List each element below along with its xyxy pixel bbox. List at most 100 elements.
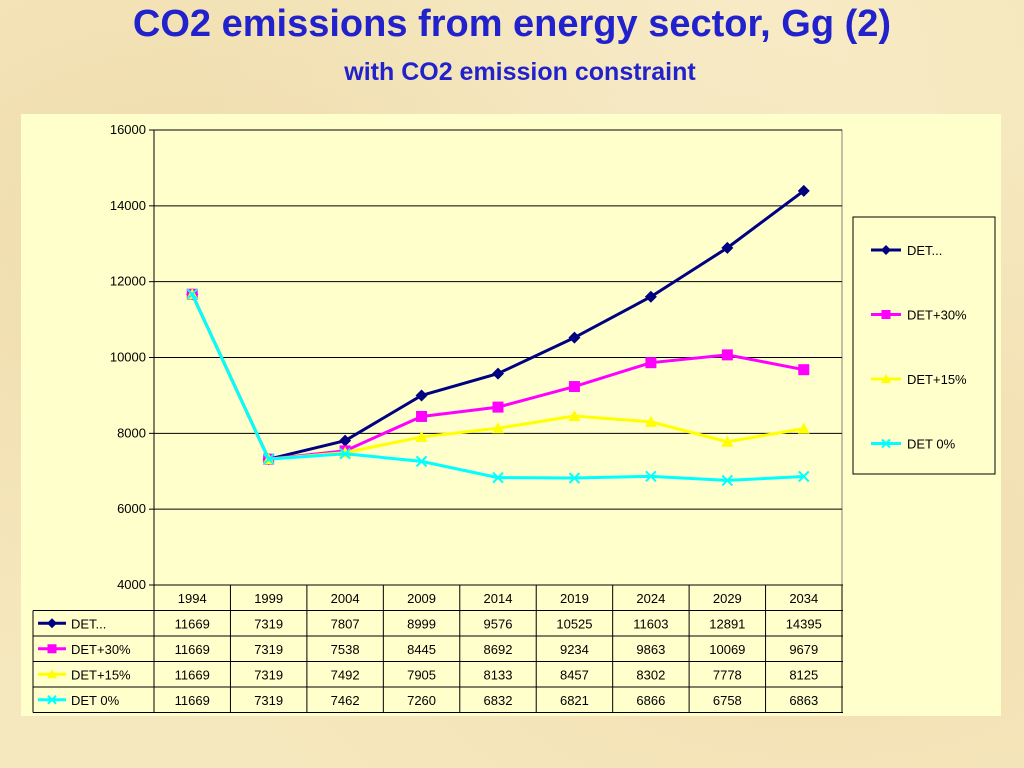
table-cell: 6758: [713, 693, 742, 708]
data-point: [797, 184, 810, 197]
x-tick-label: 1994: [178, 591, 207, 606]
x-tick-label: 2034: [789, 591, 818, 606]
table-cell: 8692: [484, 642, 513, 657]
data-point: [492, 401, 504, 413]
table-row: DET... 11669 7319 7807 8999 9576 10525 11603 128…: [38, 616, 822, 631]
legend-entry: DET+30%: [871, 308, 967, 323]
data-point: [644, 290, 657, 303]
legend-key-marker: [881, 438, 891, 449]
table-cell: 8133: [484, 667, 513, 682]
y-tick-label: 4000: [117, 577, 146, 592]
legend-key-marker: [881, 310, 891, 319]
table-row-label: DET...: [71, 616, 106, 631]
data-point: [645, 357, 657, 369]
data-point: [568, 381, 580, 393]
table-cell: 11603: [633, 616, 668, 631]
legend-label: DET 0%: [907, 437, 956, 452]
slide-subtitle: with CO2 emission constraint: [344, 58, 696, 86]
data-point: [262, 453, 275, 465]
table-cell: 12891: [709, 616, 745, 631]
data-point: [186, 288, 198, 300]
data-point: [415, 455, 428, 468]
legend-box: [852, 216, 996, 475]
data-point: [339, 448, 351, 460]
data-point: [721, 474, 734, 487]
data-point: [797, 422, 810, 434]
table-cell: 7462: [331, 693, 360, 708]
data-table: 1994 1999 2004 2009 2014 2019 2024 2029 2034 DET.…: [32, 584, 843, 713]
table-cell: 7319: [254, 642, 283, 657]
table-cell: 8457: [560, 667, 589, 682]
y-tick-label: 10000: [110, 350, 146, 365]
x-tick-label: 2004: [331, 591, 360, 606]
table-cell: 11669: [175, 616, 210, 631]
x-tick-label: 2019: [560, 591, 589, 606]
table-cell: 7319: [254, 693, 283, 708]
data-point: [568, 472, 581, 484]
data-point: [568, 410, 581, 422]
data-point: [721, 349, 733, 361]
x-tick-label: 2014: [484, 591, 513, 606]
table-cell: 8445: [407, 642, 436, 657]
table-cell: 10069: [709, 642, 745, 657]
table-cell: 7492: [331, 667, 360, 682]
legend-key-marker: [881, 374, 891, 383]
data-point: [644, 415, 657, 427]
table-cell: 6832: [484, 693, 513, 708]
table-cell: 7319: [254, 667, 283, 682]
table-cell: 11669: [175, 693, 210, 708]
table-cell: 8125: [789, 667, 818, 682]
x-tick-label: 2029: [713, 591, 742, 606]
line-chart: 4000 6000 8000 10000 12000 14000 16000 1994 1999…: [32, 122, 996, 713]
data-point: [798, 364, 810, 376]
series-3: [186, 288, 810, 487]
table-cell: 14395: [786, 616, 822, 631]
table-cell: 6866: [636, 693, 665, 708]
y-tick-label: 16000: [110, 122, 146, 137]
chart-area: 4000 6000 8000 10000 12000 14000 16000 1994 1999…: [21, 114, 1001, 716]
table-cell: 7778: [713, 667, 742, 682]
table-cell: 9863: [636, 642, 665, 657]
y-tick-label: 12000: [110, 274, 146, 289]
x-tick-label: 2024: [636, 591, 665, 606]
y-tick-label: 6000: [117, 501, 146, 516]
table-cell: 8302: [636, 667, 665, 682]
data-point: [798, 470, 810, 483]
slide-title: CO2 emissions from energy sector, Gg (2): [132, 3, 892, 45]
table-cell: 7319: [254, 616, 283, 631]
table-cell: 6863: [789, 693, 818, 708]
table-cell: 7905: [407, 667, 436, 682]
table-row-label: DET+15%: [71, 667, 131, 682]
table-row-label: DET+30%: [71, 642, 131, 657]
table-row: DET 0% 11669 7319 7462 7260 6832 6821 6866 6758 6…: [38, 693, 818, 708]
legend-key-marker: [47, 618, 57, 629]
table-cell: 8999: [407, 616, 436, 631]
legend-key-marker: [47, 695, 57, 705]
legend-entry: DET 0%: [871, 437, 956, 452]
legend-entry: DET+15%: [871, 372, 967, 387]
table-cell: 9576: [484, 616, 513, 631]
x-tick-label: 1999: [254, 591, 283, 606]
table-row-label: DET 0%: [71, 693, 120, 708]
data-point: [415, 430, 428, 442]
legend-key-marker: [47, 644, 57, 654]
data-point: [721, 241, 734, 254]
table-row: DET+30% 11669 7319 7538 8445 8692 9234 9863 1006…: [38, 642, 818, 657]
table-cell: 6821: [560, 693, 589, 708]
legend-entry: DET...: [871, 243, 942, 258]
table-cell: 7260: [407, 693, 436, 708]
y-tick-label: 8000: [117, 425, 146, 440]
legend-label: DET+15%: [907, 372, 967, 387]
data-point: [416, 410, 428, 422]
table-cell: 9234: [560, 642, 589, 657]
table-cell: 11669: [175, 642, 210, 657]
data-point: [415, 389, 428, 402]
table-cell: 7807: [331, 616, 360, 631]
table-cell: 10525: [556, 616, 592, 631]
data-point: [492, 422, 504, 434]
data-point: [645, 470, 657, 483]
table-row: DET+15% 11669 7319 7492 7905 8133 8457 8302 7778…: [38, 667, 818, 682]
data-point: [492, 367, 504, 380]
table-cell: 11669: [175, 667, 210, 682]
y-axis-tick-labels: 4000 6000 8000 10000 12000 14000 16000: [110, 122, 154, 592]
